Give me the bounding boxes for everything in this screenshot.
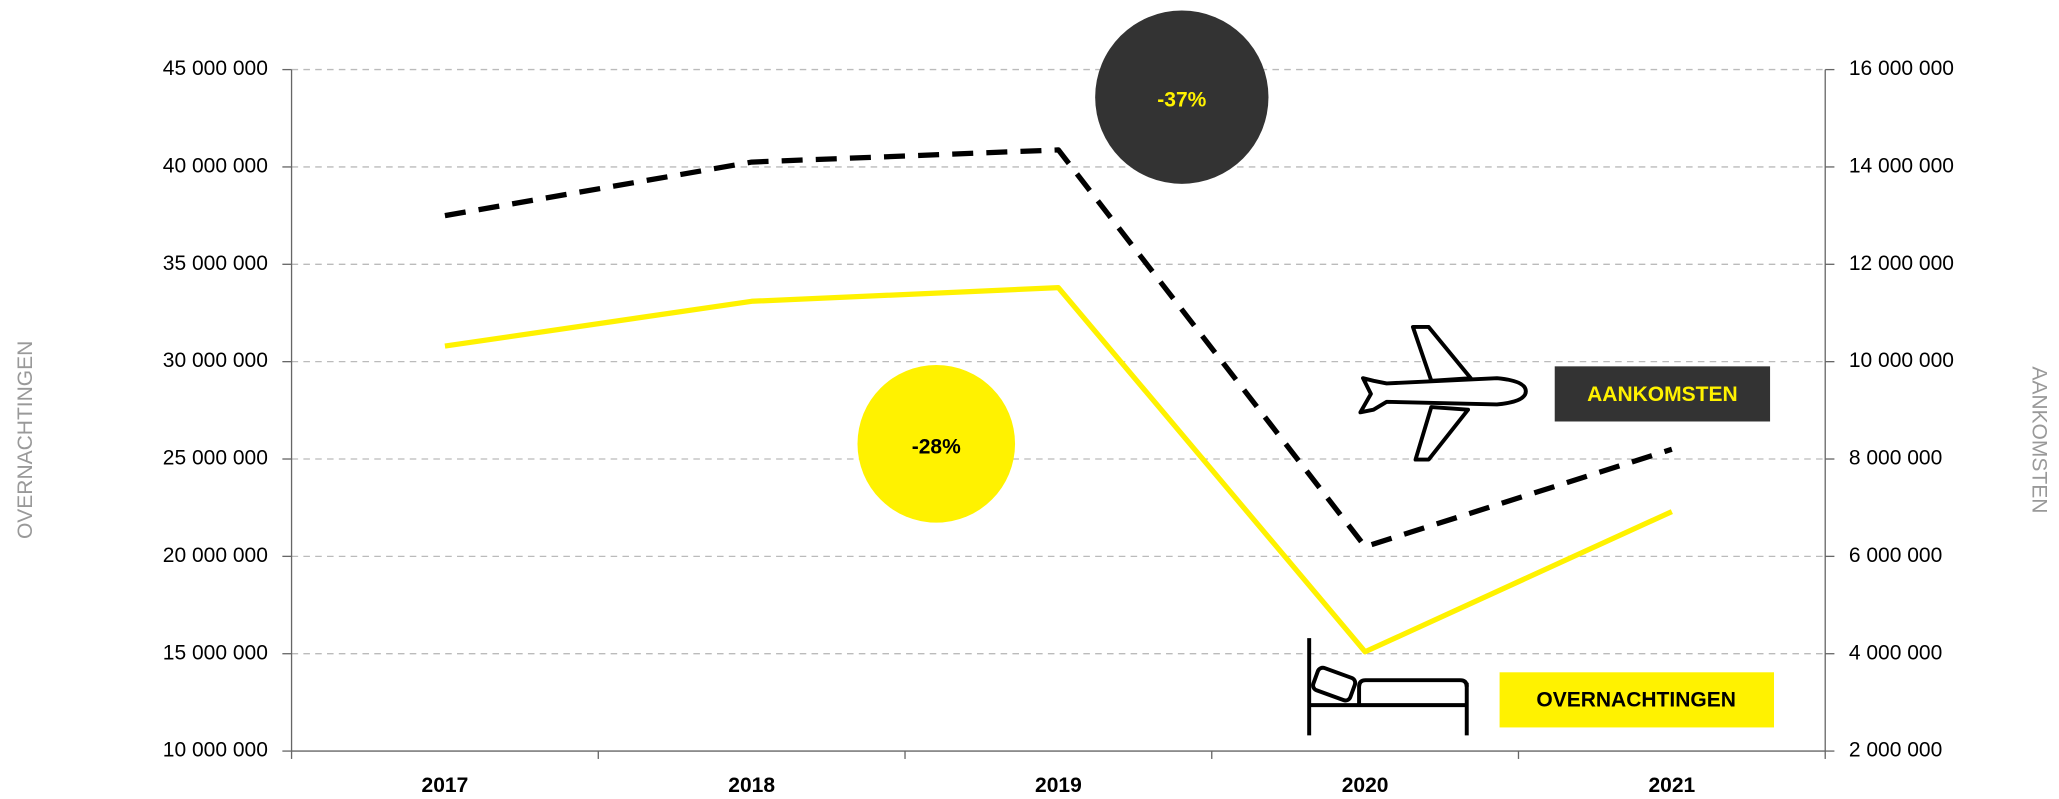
bubble [857, 365, 1016, 523]
y2-tick-label: 10 000 000 [1849, 349, 1954, 372]
x-tick-label: 2021 [1648, 774, 1695, 797]
annotation: -28% [912, 435, 961, 458]
y-tick-label: 20 000 000 [163, 544, 268, 567]
plane-icon [1358, 324, 1528, 462]
x-tick-label: 2019 [1035, 774, 1082, 797]
y2-tick-label: 6 000 000 [1849, 544, 1942, 567]
y2-tick-label: 14 000 000 [1849, 154, 1954, 177]
y-tick-label: 25 000 000 [163, 447, 268, 470]
y-tick-label: 10 000 000 [163, 739, 268, 762]
annotation: -37% [1157, 89, 1206, 112]
lines [444, 147, 1673, 655]
y-tick-label: 45 000 000 [163, 57, 268, 80]
bed-icon [1307, 638, 1469, 736]
x-tick-label: 2017 [422, 774, 469, 797]
y2-tick-label: 4 000 000 [1849, 641, 1942, 664]
y-tick-label: 30 000 000 [163, 349, 268, 372]
y2-tick-label: 2 000 000 [1849, 739, 1942, 762]
legend-box [1499, 672, 1775, 728]
x-tick-label: 2020 [1342, 774, 1389, 797]
legend-box [1554, 366, 1771, 422]
y2-axis-label: AANKOMSTEN [2027, 366, 2050, 513]
y-axis-label: OVERNACHTINGEN [14, 341, 37, 539]
y-tick-label: 35 000 000 [163, 252, 268, 275]
bubble [1095, 10, 1269, 184]
series-line [444, 285, 1673, 655]
y2-tick-label: 8 000 000 [1849, 447, 1942, 470]
y-tick-label: 15 000 000 [163, 641, 268, 664]
x-tick-label: 2018 [728, 774, 775, 797]
y2-tick-label: 16 000 000 [1849, 57, 1954, 80]
y2-tick-label: 12 000 000 [1849, 252, 1954, 275]
legend-label: AANKOMSTEN [1587, 383, 1738, 406]
y-tick-label: 40 000 000 [163, 154, 268, 177]
series-line [444, 147, 1673, 550]
legend-label: OVERNACHTINGEN [1536, 689, 1736, 712]
